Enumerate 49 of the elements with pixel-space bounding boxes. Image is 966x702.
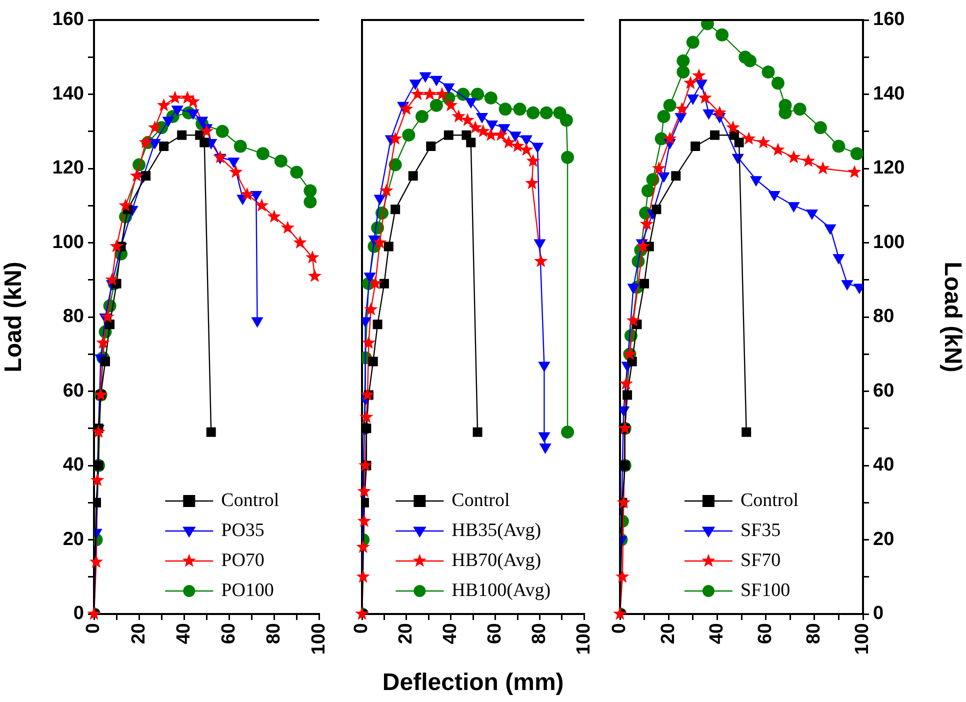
x-tick-label: 100	[852, 623, 874, 655]
y-tick-label: 120	[52, 158, 84, 179]
y-axis-title: Load (kN)	[0, 262, 28, 372]
y2-axis-title: Load (kN)	[938, 262, 966, 372]
legend-label: SF35	[740, 520, 781, 541]
y-tick-label: 160	[52, 9, 84, 30]
legend-label: Control	[221, 490, 280, 511]
y2-tick-label: 20	[873, 528, 894, 550]
y-tick-label: 80	[62, 306, 84, 328]
y2-tick-label: 40	[873, 454, 894, 476]
y2-tick-label: 60	[873, 380, 894, 402]
legend-label: SF70	[740, 550, 781, 571]
legend-label: Control	[452, 490, 510, 511]
y-tick-label: 20	[62, 528, 84, 550]
legend-label: PO35	[221, 520, 264, 541]
legend-label: HB35(Avg)	[452, 520, 542, 541]
y-tick-label: 140	[52, 83, 84, 104]
legend-label: SF100	[740, 580, 790, 601]
legend-label: PO100	[221, 580, 274, 601]
legend-label: HB70(Avg)	[452, 550, 542, 571]
x-tick-label: 20	[658, 623, 679, 644]
legend-label: PO70	[221, 550, 264, 571]
x-tick-label: 0	[351, 623, 372, 634]
x-tick-label: 60	[218, 623, 240, 644]
y2-tick-label: 120	[873, 158, 905, 179]
x-tick-label: 100	[308, 623, 330, 655]
x-tick-label: 80	[804, 623, 825, 644]
legend-label: Control	[740, 490, 799, 511]
y2-tick-label: 100	[873, 232, 905, 253]
legend-label: HB100(Avg)	[452, 580, 551, 601]
x-tick-label: 80	[528, 623, 550, 644]
x-tick-label: 100	[573, 623, 594, 655]
y-tick-label: 100	[52, 232, 84, 253]
x-tick-label: 60	[484, 623, 506, 644]
x-tick-label: 20	[396, 623, 417, 644]
x-tick-label: 40	[173, 623, 194, 644]
x-tick-label: 0	[609, 623, 630, 634]
y-tick-label: 60	[62, 380, 84, 402]
x-tick-label: 60	[755, 623, 776, 644]
x-tick-label: 20	[128, 623, 150, 644]
x-tick-label: 0	[83, 623, 104, 634]
y2-tick-label: 160	[873, 9, 905, 30]
x-axis-title: Deflection (mm)	[382, 669, 564, 696]
x-tick-label: 40	[440, 623, 462, 644]
x-tick-label: 80	[263, 623, 284, 644]
y-tick-label: 40	[62, 454, 84, 476]
x-tick-label: 40	[706, 623, 728, 644]
y2-tick-label: 140	[873, 83, 905, 104]
y2-tick-label: 80	[873, 306, 894, 328]
